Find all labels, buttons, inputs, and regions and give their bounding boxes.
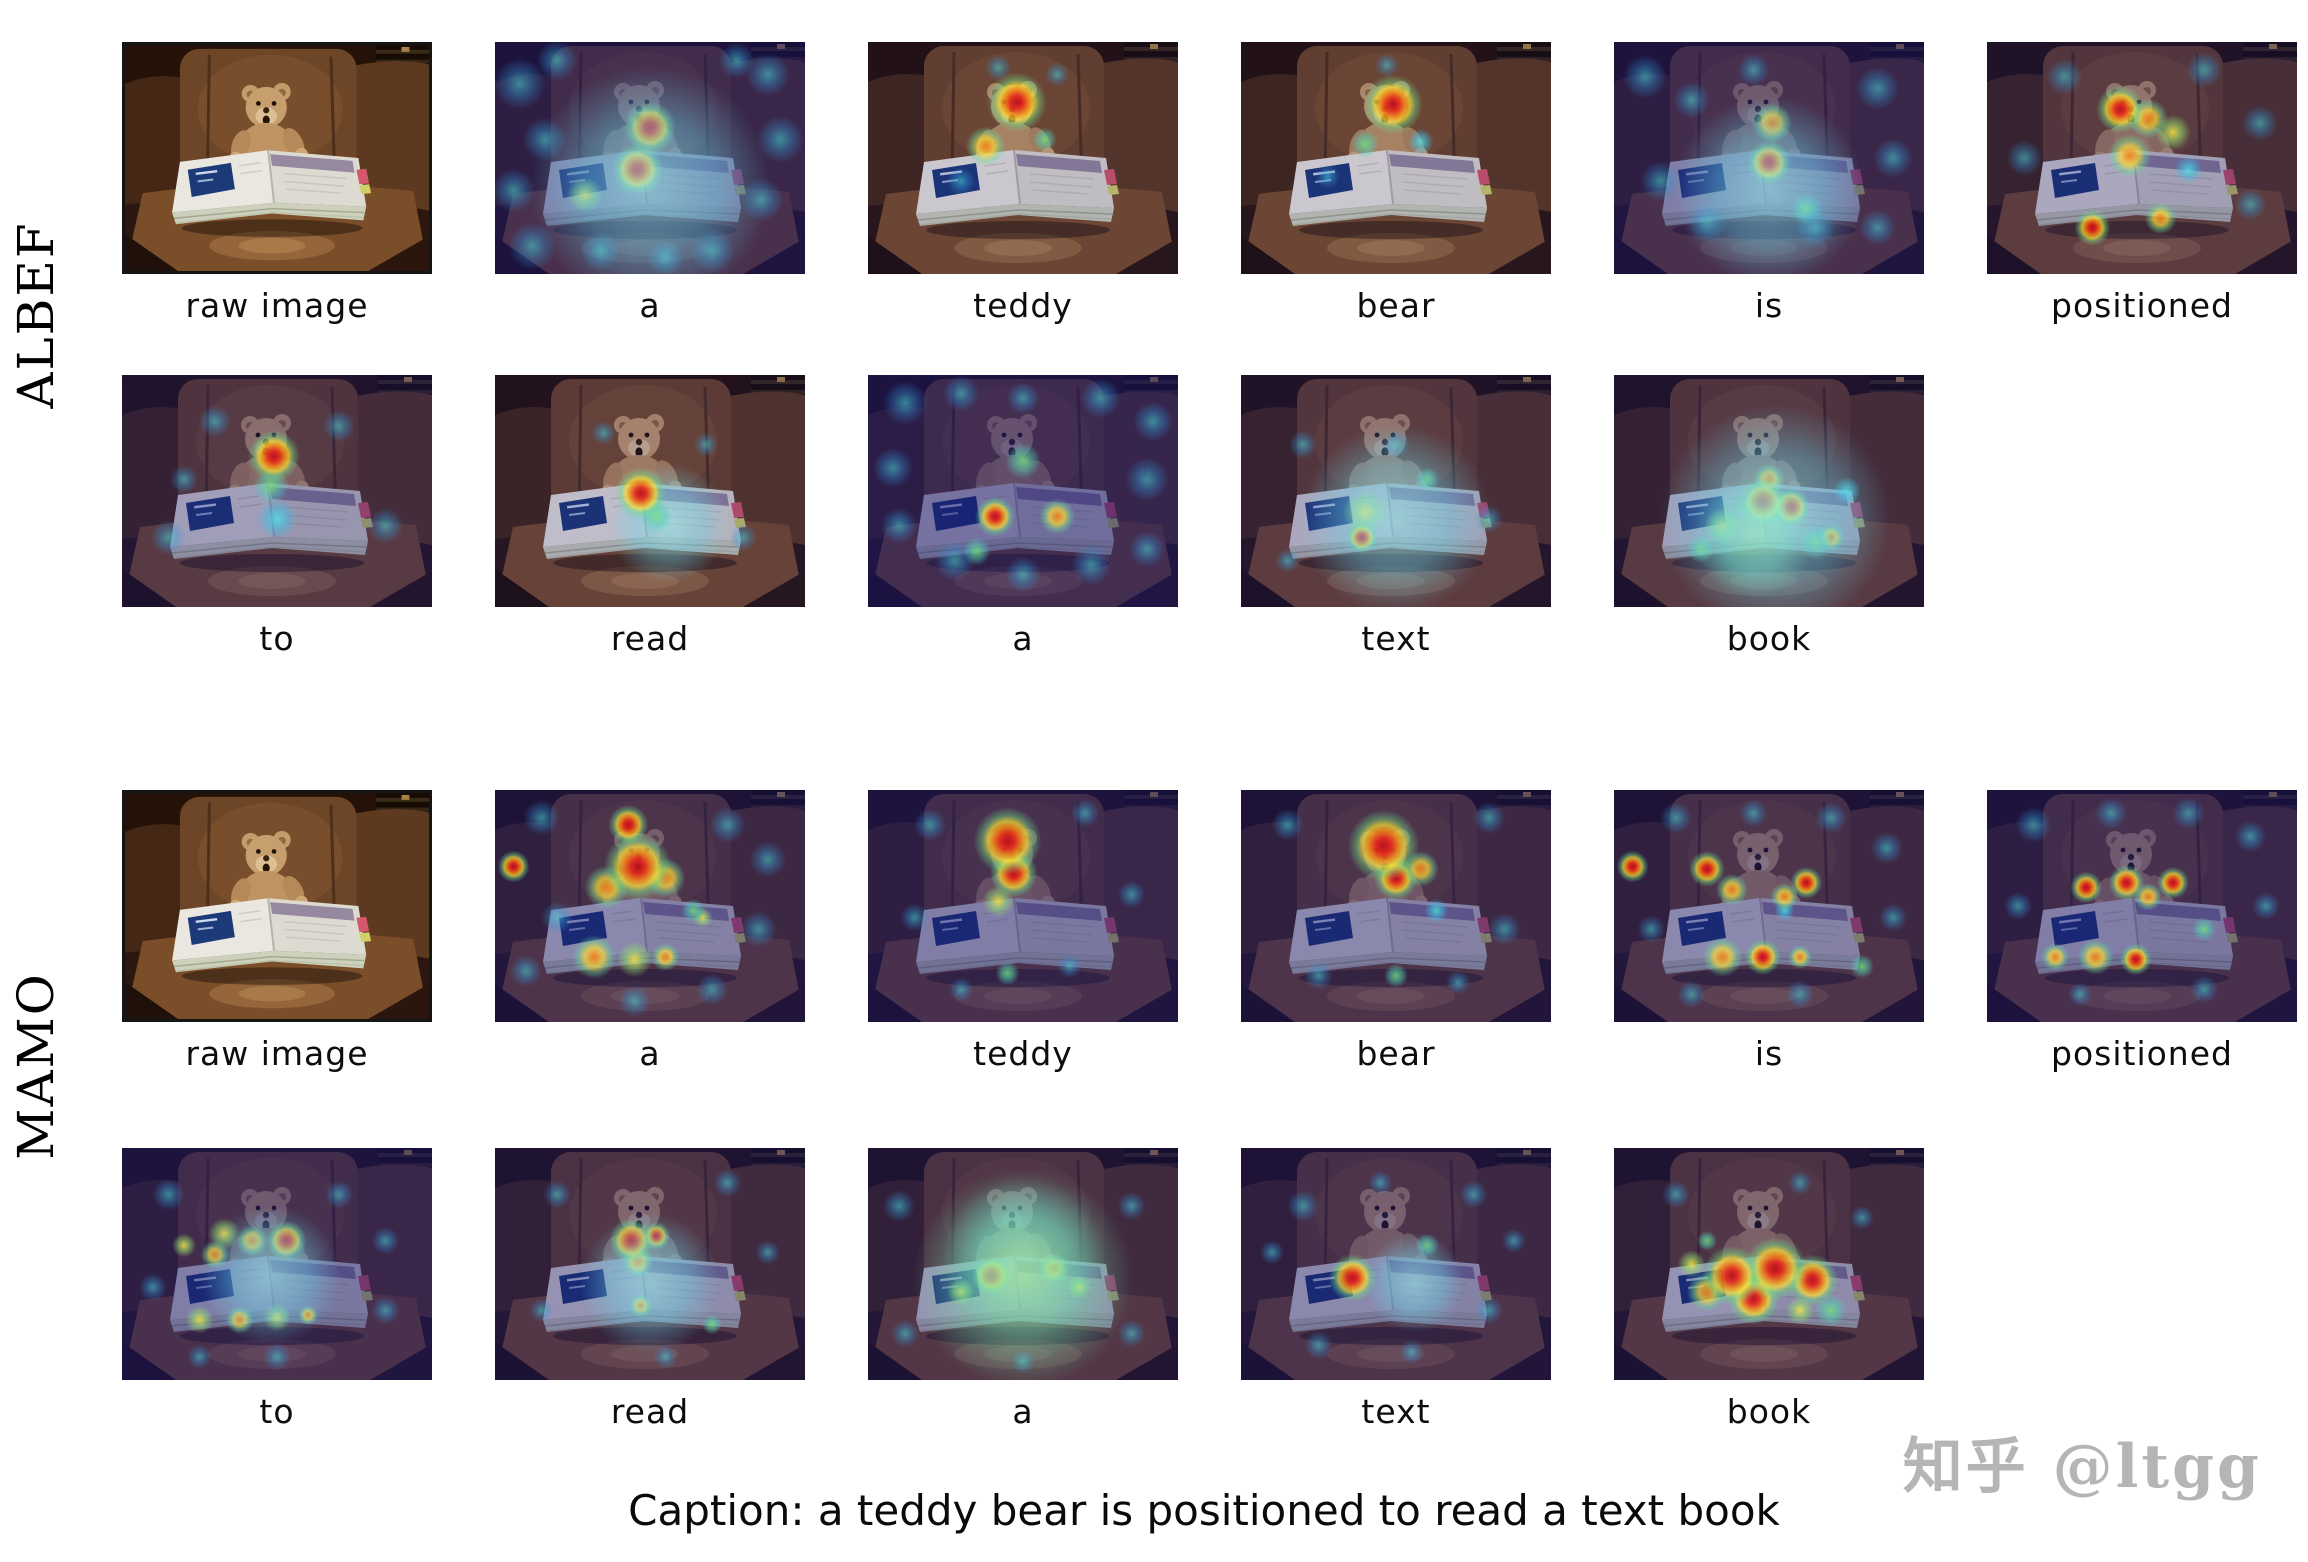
attention-map-image [868, 790, 1178, 1022]
panel-label: teddy [973, 1034, 1073, 1073]
attention-map-image [1241, 375, 1551, 607]
attention-map-image [1614, 790, 1924, 1022]
panel-label: read [610, 1392, 690, 1431]
panel-read: read [495, 375, 805, 658]
section-label-albef: ALBEF [7, 221, 65, 409]
heatmap-overlay [495, 42, 805, 274]
heatmap-overlay [1614, 790, 1924, 1022]
panel-label: text [1361, 619, 1431, 658]
attention-map-image [495, 42, 805, 274]
attention-map-image [868, 42, 1178, 274]
panel-label: raw image [185, 1034, 369, 1073]
panel-book: book [1614, 1148, 1924, 1431]
heatmap-overlay [1241, 42, 1551, 274]
watermark: 知乎 @ltgg [1902, 1432, 2262, 1502]
heatmap-overlay [1241, 790, 1551, 1022]
panel-label: is [1754, 286, 1784, 325]
panel-bear: bear [1241, 42, 1551, 325]
heatmap-overlay [1614, 375, 1924, 607]
heatmap-overlay [1614, 1148, 1924, 1380]
heatmap-overlay [495, 1148, 805, 1380]
heatmap-overlay [1614, 42, 1924, 274]
attention-map-image [868, 375, 1178, 607]
panel-label: book [1726, 619, 1812, 658]
panel-text: text [1241, 375, 1551, 658]
heatmap-overlay [1987, 790, 2297, 1022]
panel-label: positioned [2051, 1034, 2233, 1073]
attention-map-image [1987, 42, 2297, 274]
attention-map-image [495, 790, 805, 1022]
panel-teddy: teddy [868, 42, 1178, 325]
attention-map-image [1614, 42, 1924, 274]
heatmap-overlay [122, 1148, 432, 1380]
attention-map-image [122, 42, 432, 274]
heatmap-overlay [868, 42, 1178, 274]
panel-label: a [1012, 1392, 1034, 1431]
heatmap-overlay [1987, 42, 2297, 274]
panel-label: book [1726, 1392, 1812, 1431]
section-label-mamo: MAMO [7, 972, 65, 1160]
panel-positioned: positioned [1987, 790, 2297, 1073]
panel-to: to [122, 1148, 432, 1431]
heatmap-overlay [495, 790, 805, 1022]
heatmap-overlay [495, 375, 805, 607]
heatmap-overlay [1241, 1148, 1551, 1380]
heatmap-overlay [868, 1148, 1178, 1380]
panel-label: bear [1356, 286, 1436, 325]
panel-teddy: teddy [868, 790, 1178, 1073]
panel-positioned: positioned [1987, 42, 2297, 325]
attention-map-image [1987, 790, 2297, 1022]
panel-label: a [1012, 619, 1034, 658]
attention-map-image [495, 1148, 805, 1380]
panel-text: text [1241, 1148, 1551, 1431]
attention-map-image [1241, 790, 1551, 1022]
panel-label: raw image [185, 286, 369, 325]
attention-map-image [868, 1148, 1178, 1380]
panel-label: teddy [973, 286, 1073, 325]
panel-read: read [495, 1148, 805, 1431]
panel-is: is [1614, 790, 1924, 1073]
panel-label: a [639, 1034, 661, 1073]
figure-caption: Caption: a teddy bear is positioned to r… [628, 1486, 1780, 1535]
attention-map-image [122, 1148, 432, 1380]
panel-a: a [495, 42, 805, 325]
attention-map-image [1241, 42, 1551, 274]
panel-label: to [259, 1392, 295, 1431]
panel-is: is [1614, 42, 1924, 325]
panel-book: book [1614, 375, 1924, 658]
heatmap-overlay [868, 375, 1178, 607]
attention-map-image [122, 790, 432, 1022]
teddy-bear-scene [125, 45, 429, 271]
panel-a: a [495, 790, 805, 1073]
panel-raw-image: raw image [122, 42, 432, 325]
panel-raw-image: raw image [122, 790, 432, 1073]
panel-label: read [610, 619, 690, 658]
heatmap-overlay [1241, 375, 1551, 607]
panel-label: a [639, 286, 661, 325]
attention-map-image [1614, 1148, 1924, 1380]
attention-map-image [1614, 375, 1924, 607]
attention-map-image [495, 375, 805, 607]
teddy-bear-scene [125, 793, 429, 1019]
panel-a: a [868, 375, 1178, 658]
panel-label: text [1361, 1392, 1431, 1431]
heatmap-overlay [868, 790, 1178, 1022]
panel-bear: bear [1241, 790, 1551, 1073]
panel-a: a [868, 1148, 1178, 1431]
panel-label: is [1754, 1034, 1784, 1073]
panel-to: to [122, 375, 432, 658]
attention-map-image [1241, 1148, 1551, 1380]
panel-label: positioned [2051, 286, 2233, 325]
panel-label: to [259, 619, 295, 658]
panel-label: bear [1356, 1034, 1436, 1073]
heatmap-overlay [122, 375, 432, 607]
attention-map-image [122, 375, 432, 607]
